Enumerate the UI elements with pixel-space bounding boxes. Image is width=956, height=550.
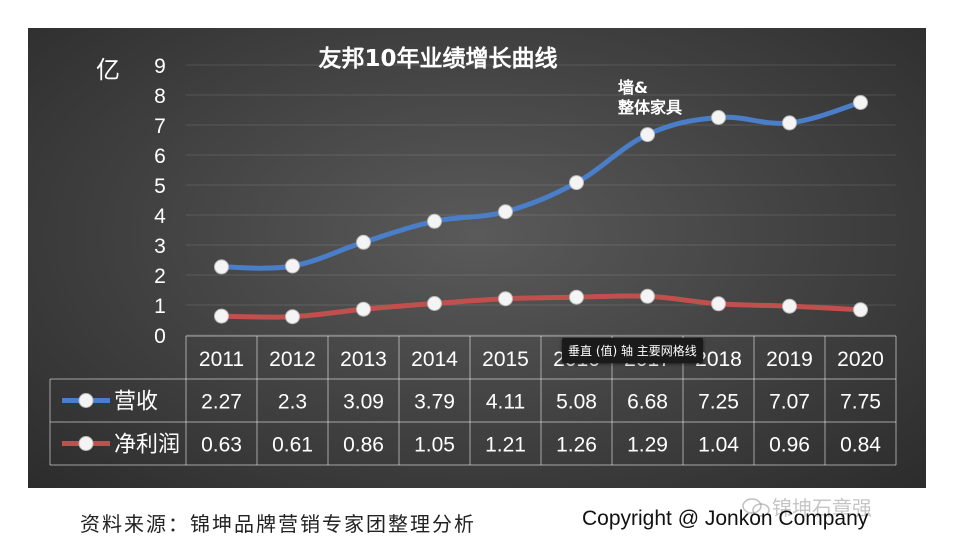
- series-point-1: [498, 291, 513, 307]
- series-point-0: [498, 204, 513, 220]
- series-point-1: [853, 302, 868, 318]
- x-tick-label: 2013: [340, 348, 387, 371]
- data-label-0: 6.68: [627, 391, 668, 414]
- x-tick-label: 2019: [766, 348, 813, 371]
- series-point-1: [711, 296, 726, 312]
- legend-name-0: 营收: [114, 390, 158, 415]
- wechat-icon: [742, 498, 770, 517]
- data-label-0: 7.75: [840, 391, 881, 414]
- x-tick-label: 2020: [837, 348, 884, 371]
- series-point-1: [569, 289, 584, 305]
- x-tick-label: 2012: [269, 348, 316, 371]
- data-label-1: 1.04: [698, 434, 739, 457]
- annotation-line-1: 墙&: [618, 78, 648, 97]
- legend-marker-0: [78, 393, 94, 408]
- annotation-line-2: 整体家具: [618, 98, 683, 117]
- series-point-0: [356, 234, 371, 250]
- data-label-1: 0.63: [201, 434, 242, 457]
- data-label-1: 1.05: [414, 434, 455, 457]
- x-tick-label: 2018: [695, 348, 742, 371]
- data-label-0: 3.09: [343, 391, 384, 414]
- y-tick-label: 4: [154, 205, 166, 228]
- line-chart: 0 1 2 3 4 5 6 7 8 9 亿 友邦10年业绩增长曲线 2011 2012 2013 2014 20…: [49, 45, 897, 466]
- data-label-0: 5.08: [556, 391, 597, 414]
- y-tick-label: 9: [154, 55, 166, 78]
- chart-title: 友邦10年业绩增长曲线: [318, 45, 557, 72]
- x-tick-label: 2015: [482, 348, 529, 371]
- y-tick-label: 5: [154, 175, 166, 198]
- series-point-1: [782, 298, 797, 314]
- x-tick-label: 2011: [199, 348, 244, 371]
- series-point-1: [356, 301, 371, 317]
- series-point-1: [285, 309, 300, 325]
- data-label-1: 0.84: [840, 434, 881, 457]
- series-point-0: [214, 259, 229, 275]
- data-label-0: 7.25: [698, 391, 739, 414]
- copyright: Copyright @ Jonkon Company: [582, 507, 869, 530]
- y-tick-label: 7: [154, 115, 166, 138]
- data-label-0: 3.79: [414, 391, 455, 414]
- y-axis-label: 亿: [96, 56, 120, 84]
- series-point-0: [711, 110, 726, 125]
- series-point-1: [640, 288, 655, 304]
- series-line-0: [219, 100, 863, 271]
- series-line-1: [219, 293, 863, 320]
- y-tick-label: 6: [154, 145, 166, 168]
- data-label-0: 2.27: [201, 391, 242, 414]
- series-point-0: [782, 115, 797, 131]
- series-point-0: [285, 258, 300, 274]
- data-label-1: 0.61: [272, 434, 313, 457]
- annotation-label: 墙& 整体家具: [618, 78, 682, 118]
- x-tick-label: 2014: [411, 348, 458, 371]
- data-label-1: 0.86: [343, 434, 384, 457]
- legend-name-1: 净利润: [114, 433, 180, 458]
- y-tick-label: 1: [154, 295, 166, 318]
- y-tick-label: 3: [154, 235, 166, 258]
- data-label-1: 0.96: [769, 434, 810, 457]
- y-tick-label: 2: [154, 265, 166, 288]
- series-point-0: [853, 95, 868, 110]
- series-point-0: [569, 175, 584, 191]
- data-label-1: 1.26: [556, 434, 597, 457]
- source-note: 资料来源：锦坤品牌营销专家团整理分析: [80, 512, 476, 536]
- series-point-1: [427, 296, 442, 311]
- gridline-tooltip: 垂直 (值) 轴 主要网格线: [562, 338, 703, 363]
- series-point-0: [640, 127, 655, 143]
- data-label-0: 7.07: [769, 391, 810, 414]
- series-point-1: [214, 308, 229, 324]
- data-label-1: 1.29: [627, 434, 668, 457]
- y-tick-label: 8: [154, 85, 166, 108]
- data-label-0: 2.3: [278, 391, 307, 414]
- data-label-1: 1.21: [485, 434, 526, 457]
- series-point-0: [427, 213, 442, 229]
- chart-panel: 0 1 2 3 4 5 6 7 8 9 亿 友邦10年业绩增长曲线 2011 2012 2013 2014 20…: [28, 28, 926, 488]
- data-label-0: 4.11: [486, 391, 525, 414]
- watermark: 锦坤石章强: [772, 496, 872, 520]
- y-tick-label: 0: [154, 325, 166, 348]
- legend-marker-1: [78, 436, 94, 451]
